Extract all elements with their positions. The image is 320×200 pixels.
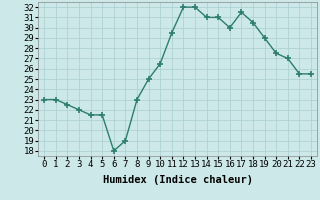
X-axis label: Humidex (Indice chaleur): Humidex (Indice chaleur) — [103, 175, 252, 185]
